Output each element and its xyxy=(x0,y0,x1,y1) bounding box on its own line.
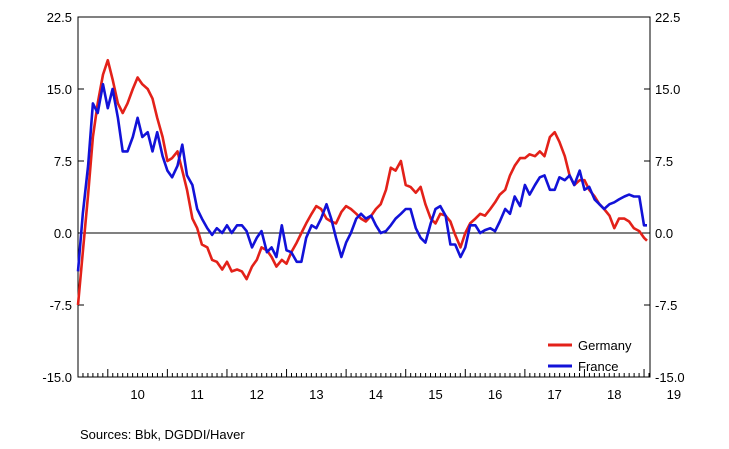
y-tick-label-right: 7.5 xyxy=(655,154,673,169)
y-tick-label-right: -15.0 xyxy=(655,370,685,385)
x-tick-label: 12 xyxy=(250,387,264,402)
legend-label-france: France xyxy=(578,359,618,374)
y-tick-label-left: -7.5 xyxy=(50,298,72,313)
y-axis-left: 22.5 15.0 7.5 0.0 -7.5 -15.0 xyxy=(42,10,84,385)
y-tick-label-left: 7.5 xyxy=(54,154,72,169)
legend-label-germany: Germany xyxy=(578,338,632,353)
y-tick-label-right: 22.5 xyxy=(655,10,680,25)
y-tick-label-left: 22.5 xyxy=(47,10,72,25)
x-axis: 10 11 12 13 14 15 16 17 18 19 xyxy=(77,369,681,402)
source-note: Sources: Bbk, DGDDI/Haver xyxy=(80,427,245,442)
x-tick-label: 15 xyxy=(428,387,442,402)
x-tick-label: 14 xyxy=(369,387,383,402)
series-line-germany xyxy=(76,58,648,306)
series-lines xyxy=(76,58,648,306)
y-tick-label-right: 15.0 xyxy=(655,82,680,97)
x-tick-label: 18 xyxy=(607,387,621,402)
x-tick-label: 16 xyxy=(488,387,502,402)
y-tick-label-left: 0.0 xyxy=(54,226,72,241)
y-tick-label-left: 15.0 xyxy=(47,82,72,97)
x-tick-label: 11 xyxy=(190,387,204,402)
x-tick-label: 17 xyxy=(547,387,561,402)
x-tick-label: 13 xyxy=(309,387,323,402)
plot-area-frame xyxy=(77,16,651,378)
y-tick-label-right: -7.5 xyxy=(655,298,677,313)
y-axis-right: 22.5 15.0 7.5 0.0 -7.5 -15.0 xyxy=(644,10,685,385)
y-tick-label-left: -15.0 xyxy=(42,370,72,385)
series-line-france xyxy=(76,82,647,272)
legend: Germany France xyxy=(548,338,632,374)
x-tick-label: 10 xyxy=(130,387,144,402)
x-tick-label: 19 xyxy=(667,387,681,402)
y-tick-label-right: 0.0 xyxy=(655,226,673,241)
